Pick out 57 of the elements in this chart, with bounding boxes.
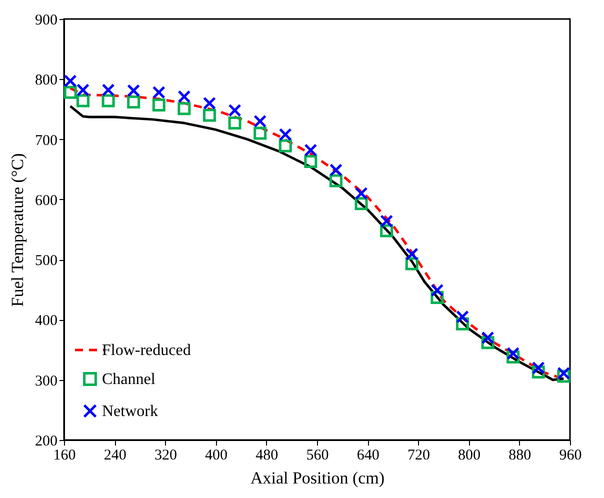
- point: [506, 346, 520, 360]
- point: [76, 83, 90, 96]
- x-tick-label: 960: [559, 448, 582, 464]
- x-tick-label: 560: [306, 448, 329, 464]
- x-tick-label: 320: [154, 448, 177, 464]
- point: [202, 108, 216, 122]
- point: [304, 155, 318, 168]
- y-tick-label: 600: [35, 192, 58, 209]
- y-tick-label: 400: [35, 313, 58, 330]
- point: [127, 84, 140, 98]
- point: [430, 284, 444, 297]
- point: [127, 96, 140, 108]
- legend-label: Flow-reduced: [102, 342, 191, 359]
- y-tick-label: 800: [35, 72, 58, 89]
- y-tick-label: 300: [35, 373, 58, 390]
- point: [102, 83, 115, 96]
- point: [152, 86, 166, 99]
- point: [202, 96, 216, 110]
- point: [304, 144, 318, 157]
- point: [178, 90, 191, 104]
- point: [254, 126, 267, 140]
- x-tick-label: 240: [104, 448, 126, 464]
- x-tick-label: 720: [407, 448, 430, 464]
- point: [102, 94, 115, 108]
- y-tick-label: 700: [35, 132, 58, 149]
- x-axis-title: Axial Position (cm): [250, 468, 385, 488]
- point: [329, 163, 342, 176]
- y-axis-title: Fuel Temperature (°C): [8, 153, 27, 307]
- point: [456, 310, 469, 324]
- x-tick-label: 160: [53, 448, 76, 464]
- point: [380, 214, 394, 228]
- point: [405, 248, 418, 261]
- y-tick-label: 500: [35, 253, 58, 270]
- x-tick-label: 800: [458, 448, 481, 464]
- point: [228, 104, 242, 117]
- point: [228, 116, 242, 130]
- point: [354, 186, 368, 200]
- point: [557, 366, 570, 380]
- point: [64, 74, 77, 88]
- legend-label: Network: [102, 403, 158, 420]
- point: [64, 86, 77, 99]
- legend-label: Channel: [102, 371, 156, 388]
- point: [278, 139, 292, 152]
- x-tick-label: 480: [256, 448, 278, 464]
- point: [254, 114, 267, 128]
- x-tick-label: 640: [356, 448, 380, 464]
- point: [329, 174, 342, 188]
- point: [152, 98, 166, 112]
- point: [76, 94, 90, 108]
- point: [278, 128, 292, 141]
- point: [532, 361, 545, 374]
- x-tick-label: 400: [205, 448, 228, 464]
- y-tick-label: 200: [35, 434, 58, 450]
- x-tick-label: 880: [508, 448, 532, 464]
- point: [178, 102, 191, 116]
- y-tick-label: 900: [35, 12, 58, 28]
- point: [481, 331, 494, 344]
